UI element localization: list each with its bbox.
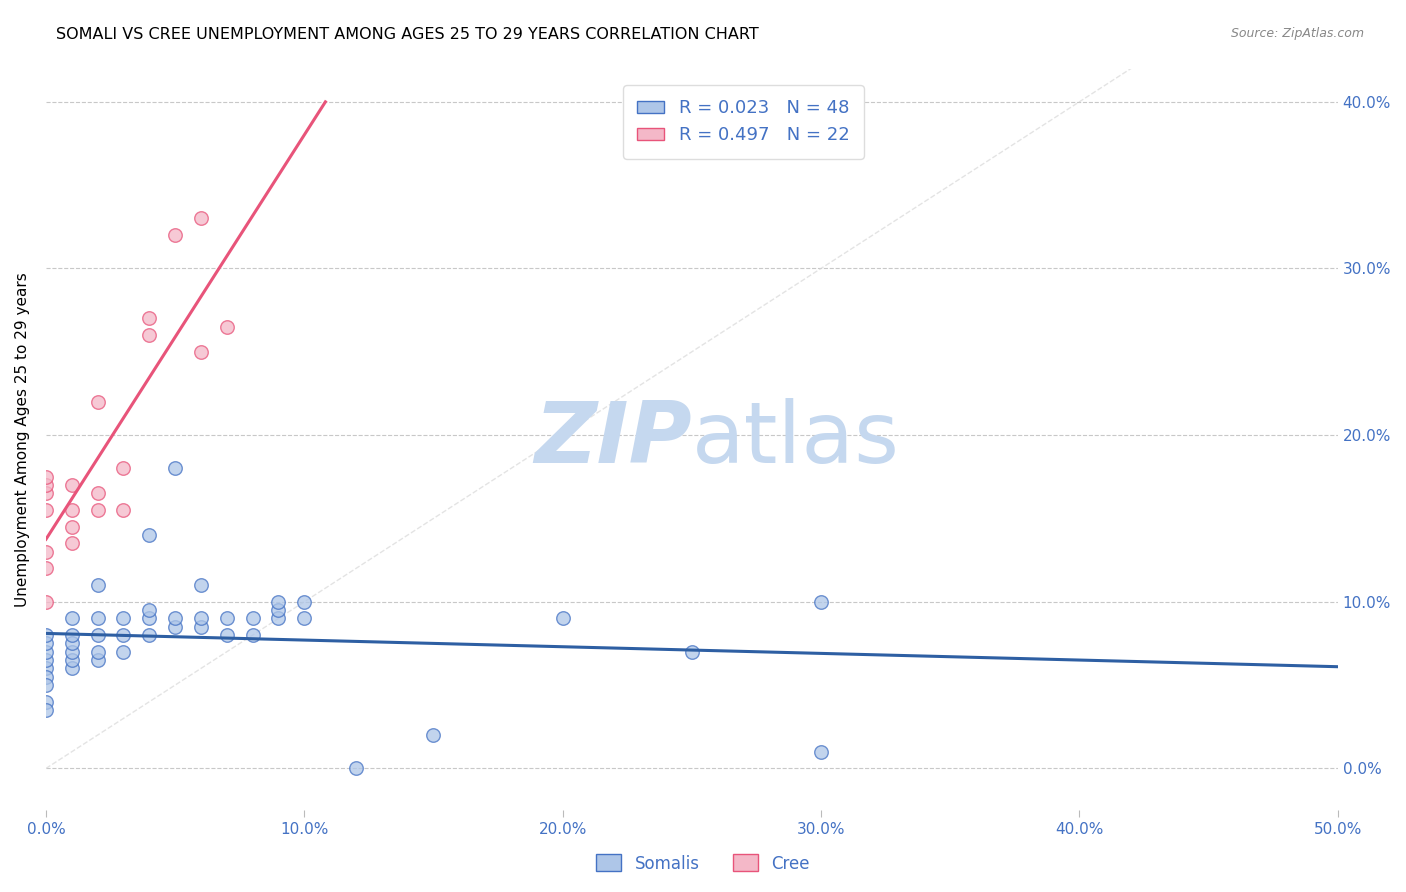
Text: atlas: atlas (692, 398, 900, 481)
Point (138, 603, 160, 617)
Point (35, 636, 58, 650)
Point (35, 595, 58, 609)
Point (138, 528, 160, 542)
Point (35, 703, 58, 717)
Point (138, 311, 160, 326)
Point (35, 561, 58, 575)
Point (35, 678, 58, 692)
Point (112, 461, 135, 475)
Point (138, 611, 160, 625)
Point (165, 461, 187, 475)
Point (60, 478, 83, 492)
Point (551, 611, 574, 625)
Point (165, 611, 187, 625)
Point (190, 611, 212, 625)
Point (35, 503, 58, 517)
Point (112, 503, 135, 517)
Point (60, 628, 83, 642)
Point (165, 228, 187, 243)
Point (242, 611, 264, 625)
Point (35, 670, 58, 684)
Point (267, 611, 290, 625)
Point (86, 503, 108, 517)
Point (112, 628, 135, 642)
Point (35, 695, 58, 709)
Point (138, 628, 160, 642)
Point (810, 745, 832, 759)
Point (35, 478, 58, 492)
Point (60, 611, 83, 625)
Point (86, 653, 108, 667)
Point (681, 645, 703, 659)
Legend: R = 0.023   N = 48, R = 0.497   N = 22: R = 0.023 N = 48, R = 0.497 N = 22 (623, 85, 865, 159)
Point (60, 653, 83, 667)
Point (215, 611, 238, 625)
Point (242, 628, 264, 642)
Point (112, 645, 135, 659)
Point (35, 645, 58, 659)
Point (35, 661, 58, 675)
Point (215, 628, 238, 642)
Point (35, 653, 58, 667)
Point (190, 344, 212, 359)
Point (60, 503, 83, 517)
Point (267, 595, 290, 609)
Point (86, 645, 108, 659)
Point (35, 545, 58, 559)
Point (86, 578, 108, 592)
Point (215, 319, 238, 334)
Point (190, 620, 212, 634)
Point (60, 645, 83, 659)
Point (292, 611, 315, 625)
Point (60, 636, 83, 650)
Point (112, 611, 135, 625)
Point (165, 620, 187, 634)
Point (86, 394, 108, 409)
Point (35, 628, 58, 642)
Point (60, 661, 83, 675)
Legend: Somalis, Cree: Somalis, Cree (589, 847, 817, 880)
Text: ZIP: ZIP (534, 398, 692, 481)
Y-axis label: Unemployment Among Ages 25 to 29 years: Unemployment Among Ages 25 to 29 years (15, 272, 30, 607)
Point (86, 628, 108, 642)
Point (60, 536, 83, 550)
Point (60, 520, 83, 534)
Point (292, 595, 315, 609)
Point (190, 211, 212, 226)
Point (35, 470, 58, 484)
Text: SOMALI VS CREE UNEMPLOYMENT AMONG AGES 25 TO 29 YEARS CORRELATION CHART: SOMALI VS CREE UNEMPLOYMENT AMONG AGES 2… (56, 27, 759, 42)
Text: Source: ZipAtlas.com: Source: ZipAtlas.com (1230, 27, 1364, 40)
Point (86, 611, 108, 625)
Point (267, 603, 290, 617)
Point (138, 328, 160, 343)
Point (35, 486, 58, 500)
Point (810, 595, 832, 609)
Point (86, 486, 108, 500)
Point (190, 578, 212, 592)
Point (422, 728, 444, 742)
Point (344, 761, 367, 775)
